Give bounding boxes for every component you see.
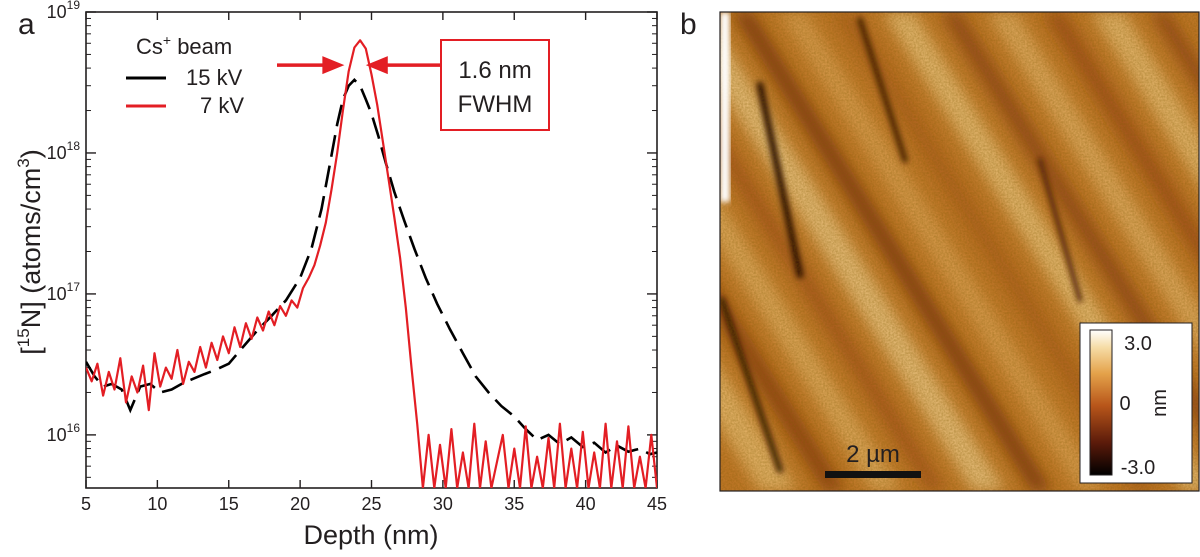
- colorbar-scale: [1089, 329, 1113, 476]
- legend-label-7kv: 7 kV: [200, 93, 244, 118]
- plot-frame: [85, 11, 658, 489]
- x-axis-ticks: 5 10 15 20 25 30 35 40 45: [81, 12, 667, 514]
- afm-frame: [719, 11, 1200, 492]
- fwhm-box: [440, 39, 550, 131]
- y-axis-ticks: 1016 1017 1018 1019: [47, 0, 657, 478]
- x-tick-label: 40: [576, 494, 596, 514]
- scale-bar: 2 µm: [825, 441, 921, 478]
- afm-height-map: [720, 12, 1199, 491]
- y-tick-label: 1017: [47, 280, 81, 304]
- x-axis-label: Depth (nm): [303, 520, 438, 550]
- fwhm-annotation: 1.6 nm FWHM: [277, 39, 550, 131]
- fwhm-arrow-left: [277, 56, 345, 75]
- y-tick-label: 1016: [47, 421, 81, 445]
- legend: Cs+ beam 15 kV 7 kV: [126, 32, 244, 118]
- colorbar-min-label: -3.0: [1121, 457, 1155, 479]
- y-tick-label: 1018: [47, 139, 81, 163]
- legend-label-15kv: 15 kV: [186, 65, 243, 90]
- series-line-7kv: [86, 39, 657, 488]
- series-line-15kv: [86, 78, 657, 456]
- scale-bar-label: 2 µm: [846, 441, 900, 468]
- x-tick-label: 10: [147, 494, 167, 514]
- fwhm-text-line2: FWHM: [458, 91, 533, 118]
- x-tick-label: 5: [81, 494, 91, 514]
- y-tick-label: 1019: [47, 0, 81, 22]
- x-tick-label: 25: [361, 494, 381, 514]
- fwhm-arrow-right: [365, 56, 441, 75]
- y-axis-label: [15N] (atoms/cm3): [14, 149, 46, 354]
- x-tick-label: 30: [433, 494, 453, 514]
- colorbar: 3.0 0 -3.0 nm: [1079, 322, 1193, 484]
- legend-title: Cs+ beam: [136, 32, 232, 59]
- x-tick-label: 20: [290, 494, 310, 514]
- colorbar-max-label: 3.0: [1124, 333, 1152, 355]
- x-tick-label: 45: [647, 494, 667, 514]
- colorbar-unit: nm: [1149, 389, 1171, 417]
- scale-bar-line: [825, 471, 921, 478]
- panel-a-letter: a: [18, 8, 35, 41]
- colorbar-mid-label: 0: [1119, 393, 1130, 415]
- x-tick-label: 35: [504, 494, 524, 514]
- x-tick-label: 15: [219, 494, 239, 514]
- panel-b-letter: b: [680, 8, 697, 41]
- fwhm-text-line1: 1.6 nm: [458, 57, 531, 84]
